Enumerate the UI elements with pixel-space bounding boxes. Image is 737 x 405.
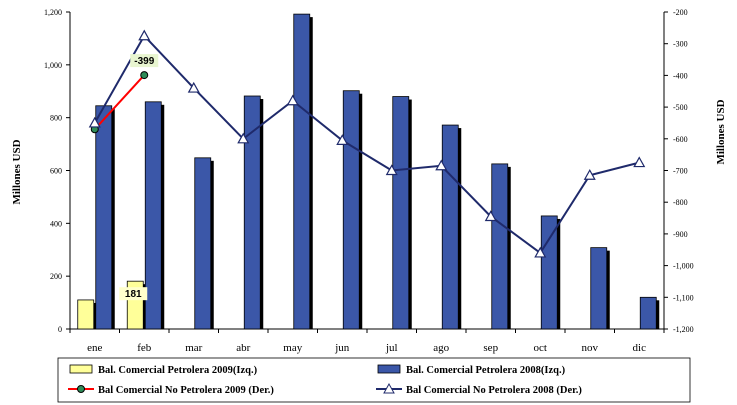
triangle-marker — [286, 94, 299, 106]
data-labels: 181 -399 — [119, 54, 159, 301]
triangle-marker — [187, 81, 200, 93]
legend-box — [57, 357, 691, 403]
legend-swatch — [69, 364, 93, 374]
y-tick-label-left: 0 — [58, 325, 62, 334]
bar — [77, 299, 95, 330]
bar — [590, 247, 608, 330]
triangle-marker — [534, 246, 547, 258]
y-tick-label-left: 1,200 — [44, 8, 62, 17]
x-tick-label: abr — [236, 342, 250, 354]
y-tick-label-left: 1,000 — [44, 61, 62, 70]
x-tick-label: jul — [385, 342, 398, 354]
triangle-marker — [633, 156, 646, 168]
x-tick-label: ago — [433, 342, 449, 354]
series-line — [93, 34, 640, 255]
data-label-box — [130, 54, 159, 68]
legend: Bal. Comercial Petrolera 2009(Izq.) Bal. … — [57, 357, 691, 403]
bar — [342, 90, 360, 330]
x-tick-label: sep — [483, 342, 498, 354]
y-tick-label-right: -400 — [673, 71, 688, 80]
y-tick-label-right: -1,200 — [673, 325, 694, 334]
bar — [95, 105, 113, 330]
y-tick-label-right: -800 — [673, 198, 688, 207]
x-tick-label: nov — [582, 342, 599, 354]
triangle-marker — [484, 210, 497, 222]
y-axis-title-left: Millones USD — [11, 139, 23, 204]
bar — [144, 101, 162, 330]
data-label: -399 — [134, 56, 154, 67]
y-tick-label-right: -1,000 — [673, 262, 694, 271]
triangle-marker — [336, 134, 349, 145]
data-label: 181 — [125, 289, 142, 300]
triangle-marker — [138, 29, 151, 41]
legend-label: Bal Comercial No Petrolera 2009 (Der.) — [98, 385, 274, 396]
bar — [441, 124, 459, 330]
legend-swatch — [377, 364, 401, 374]
x-tick-label: feb — [137, 342, 152, 354]
y-tick-label-right: -700 — [673, 167, 688, 176]
triangle-marker — [435, 159, 448, 171]
triangle-marker — [583, 169, 596, 180]
x-tick-label: ene — [87, 342, 102, 354]
x-tick-label: jun — [334, 342, 350, 354]
bar — [540, 215, 558, 330]
y-tick-label-right: -1,100 — [673, 293, 694, 302]
y-axis-title-right: Millones USD — [715, 99, 727, 164]
bar — [243, 95, 261, 330]
bar — [392, 96, 410, 330]
y-tick-label-left: 400 — [50, 219, 62, 228]
triangle-marker — [385, 164, 398, 176]
bar — [194, 157, 212, 330]
legend-label: Bal. Comercial Petrolera 2008(Izq.) — [406, 365, 566, 376]
x-tick-label: dic — [633, 342, 647, 354]
bar — [639, 296, 657, 330]
y-tick-label-right: -900 — [673, 230, 688, 239]
legend-triangle-marker — [383, 382, 395, 394]
x-tick-label: may — [283, 342, 302, 354]
series-line — [94, 74, 145, 130]
bar — [293, 13, 311, 330]
y-tick-label-left: 600 — [50, 167, 62, 176]
y-tick-label-right: -600 — [673, 135, 688, 144]
legend-label: Bal. Comercial Petrolera 2009(Izq.) — [98, 365, 258, 376]
x-tick-label: oct — [534, 342, 547, 354]
data-label-box — [119, 287, 148, 301]
y-tick-label-left: 800 — [50, 114, 62, 123]
bar — [491, 163, 509, 330]
legend-label: Bal Comercial No Petrolera 2008 (Der.) — [406, 385, 582, 396]
y-tick-label-right: -300 — [673, 40, 688, 49]
bars — [77, 13, 660, 330]
triangle-marker — [237, 132, 250, 144]
legend-circle-marker — [77, 385, 85, 393]
triangle-marker — [88, 116, 101, 128]
circle-marker — [140, 71, 149, 80]
y-tick-label-left: 200 — [50, 272, 62, 281]
axes: 0 200 400 600 800 1,000 1,200 -1,200 -1,100 -1,00… — [44, 8, 694, 354]
lines — [88, 29, 646, 258]
x-tick-label: mar — [185, 342, 202, 354]
y-tick-label-right: -200 — [673, 8, 688, 17]
y-tick-label-right: -500 — [673, 103, 688, 112]
